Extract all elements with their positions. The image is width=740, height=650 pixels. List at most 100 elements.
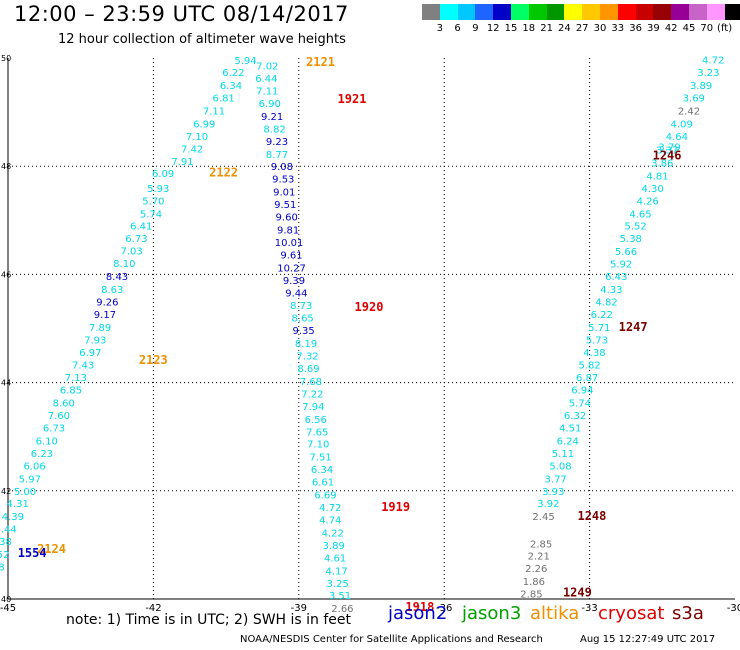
pass-time-label: 2124 — [37, 542, 66, 556]
swh-value: 8.82 — [263, 124, 285, 135]
scale-swatch — [511, 4, 530, 20]
swh-value: 7.22 — [301, 389, 323, 400]
longitude-tick-label: -33 — [581, 603, 597, 614]
scale-swatch — [457, 4, 477, 20]
swh-value: 4.65 — [629, 209, 651, 220]
latitude-tick-label: 48 — [1, 162, 11, 171]
swh-value: 3.77 — [545, 474, 567, 485]
scale-label: 9 — [472, 23, 479, 34]
swh-value: 9.23 — [266, 137, 288, 148]
swh-value: 4.64 — [666, 132, 688, 143]
swh-value: 4.22 — [322, 528, 344, 539]
swh-value: 6.06 — [24, 461, 46, 472]
scale-swatch — [689, 4, 708, 20]
swh-value: 3.89 — [323, 541, 345, 552]
swh-value: 6.94 — [571, 386, 593, 397]
swh-value: 6.44 — [255, 74, 277, 85]
latitude-tick-label: 44 — [1, 379, 11, 388]
swh-value: 4.51 — [559, 424, 581, 435]
scale-swatch — [422, 4, 441, 20]
pass-time-label: 1920 — [355, 300, 384, 314]
swh-value: 8.19 — [295, 339, 317, 350]
swh-value: 7.65 — [306, 427, 328, 438]
swh-value: 4.39 — [2, 512, 24, 523]
scale-label: 39 — [647, 23, 660, 34]
scale-label: 3 — [436, 23, 443, 34]
swh-value: 9.39 — [283, 276, 305, 287]
swh-value: 5.82 — [578, 361, 600, 372]
swh-value: 2.85 — [530, 539, 552, 550]
swh-value: 9.01 — [273, 188, 295, 199]
scale-swatch — [671, 4, 691, 20]
pass-time-label: 1921 — [338, 92, 367, 106]
swh-value: 7.93 — [84, 335, 106, 346]
swh-value: 10.01 — [275, 238, 304, 249]
swh-value: 8.69 — [297, 364, 319, 375]
scale-label: 18 — [522, 23, 536, 34]
swh-value: 6.81 — [213, 93, 235, 104]
swh-value: 8.63 — [101, 285, 123, 296]
swh-value: 6.85 — [60, 386, 82, 397]
swh-value: 4.72 — [319, 503, 341, 514]
swh-value: 3.18 — [0, 563, 5, 574]
latitude-tick-label: 50 — [1, 54, 11, 63]
swh-value: 2.45 — [532, 512, 554, 523]
swh-value: 2.42 — [678, 106, 700, 117]
swh-value: 6.73 — [43, 424, 65, 435]
swh-value: 6.61 — [312, 478, 334, 489]
swh-value: 9.53 — [272, 175, 294, 186]
swh-value: 4.72 — [702, 56, 724, 67]
swh-value: 3.25 — [326, 579, 348, 590]
swh-value: 7.43 — [72, 361, 94, 372]
swh-value: 3.89 — [690, 81, 712, 92]
swh-value: 6.87 — [576, 373, 598, 384]
swh-value: 6.32 — [564, 411, 586, 422]
swh-value: 3.51 — [329, 591, 351, 602]
swh-value: 9.17 — [94, 310, 116, 321]
swh-value: 4.17 — [325, 566, 347, 577]
swh-value: 7.13 — [65, 373, 87, 384]
scale-label: 36 — [629, 23, 642, 34]
swh-value: 4.38 — [583, 348, 605, 359]
swh-value: 3.92 — [537, 499, 559, 510]
page-subtitle: 12 hour collection of altimeter wave hei… — [58, 32, 346, 47]
swh-value: 4.61 — [324, 553, 346, 564]
swh-value: 7.10 — [307, 440, 329, 451]
swh-value: 2.66 — [331, 604, 353, 615]
latitude-tick-label: 42 — [1, 487, 11, 496]
longitude-tick-label: -30 — [727, 603, 740, 614]
scale-swatch — [600, 4, 619, 20]
swh-value: 5.70 — [142, 196, 164, 207]
swh-value: 6.69 — [314, 491, 336, 502]
swh-value: 4.81 — [646, 171, 668, 182]
legend-s3a: s3a — [672, 603, 704, 624]
swh-value: 2.21 — [528, 552, 550, 563]
swh-value: 4.31 — [7, 499, 29, 510]
scale-label: 70 — [700, 23, 714, 34]
swh-value: 6.22 — [591, 310, 613, 321]
swh-value: 4.09 — [671, 119, 693, 130]
scale-swatch — [564, 4, 584, 20]
swh-value: 3.23 — [697, 68, 719, 79]
pass-time-label: 1246 — [653, 148, 682, 162]
swh-value: 5.71 — [588, 323, 610, 334]
swh-value: 5.73 — [586, 335, 608, 346]
swh-value: 6.56 — [305, 415, 327, 426]
scale-swatch — [475, 4, 495, 20]
legend-jason3: jason3 — [462, 603, 522, 624]
swh-value: 5.38 — [620, 234, 642, 245]
scale-swatch — [635, 4, 655, 20]
swh-value: 3.69 — [683, 93, 705, 104]
swh-value: 3.44 — [0, 525, 17, 536]
scale-label: 33 — [611, 23, 625, 34]
pass-time-label: 1918 — [405, 600, 434, 614]
footer-note: note: 1) Time is in UTC; 2) SWH is in fe… — [66, 612, 352, 628]
scale-swatch — [493, 4, 513, 20]
scale-swatch — [724, 4, 740, 20]
swh-value: 7.89 — [89, 323, 111, 334]
scale-label: 6 — [454, 23, 461, 34]
swh-value: 3.79 — [658, 143, 680, 154]
swh-value: 7.68 — [300, 377, 322, 388]
swh-value: 7.60 — [48, 411, 70, 422]
